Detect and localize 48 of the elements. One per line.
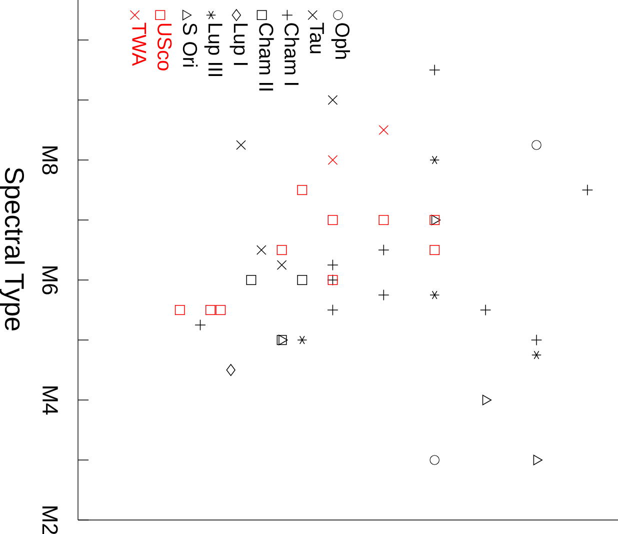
point: [256, 245, 266, 255]
legend-label: TWA: [132, 22, 146, 66]
legend-label: Tau: [310, 22, 324, 54]
point: [328, 215, 338, 225]
point: [378, 244, 390, 256]
point: [480, 304, 492, 316]
point: [532, 350, 542, 360]
point: [216, 305, 226, 315]
point: [327, 259, 338, 271]
legend-label: Lup III: [204, 24, 222, 76]
legend-label: Cham II: [259, 23, 274, 90]
point: [174, 305, 185, 315]
point: [297, 185, 308, 195]
point: [297, 275, 308, 285]
point: [430, 290, 440, 300]
legend-label: S Ori: [182, 23, 198, 66]
legend-label: USco: [158, 24, 172, 70]
y-tick-label: M2: [42, 506, 58, 534]
y-tick-label: M4: [42, 386, 58, 415]
point: [328, 155, 338, 165]
point: [378, 215, 389, 225]
legend-label: Cham I: [284, 23, 300, 85]
point: [327, 304, 338, 316]
point: [276, 260, 287, 270]
point: [226, 364, 236, 376]
point: [236, 140, 246, 150]
point: [430, 156, 440, 164]
point: [276, 245, 287, 255]
y-tick-label: M6: [42, 266, 58, 294]
y-tick-label: M8: [42, 146, 58, 174]
point: [378, 125, 389, 135]
point: [378, 289, 390, 301]
point: [430, 455, 440, 465]
point: [246, 275, 256, 285]
y-axis-title: Spectral Type: [0, 168, 25, 330]
legend-label: Oph: [331, 23, 350, 59]
point: [430, 245, 440, 255]
point: [532, 140, 542, 150]
point: [482, 394, 492, 406]
point: [429, 64, 440, 76]
point: [297, 336, 308, 344]
point: [530, 334, 542, 346]
point: [328, 95, 338, 105]
point: [205, 305, 216, 315]
point: [194, 319, 206, 331]
point: [533, 454, 542, 466]
point: [582, 184, 594, 196]
legend-label: Lup I: [230, 24, 248, 65]
